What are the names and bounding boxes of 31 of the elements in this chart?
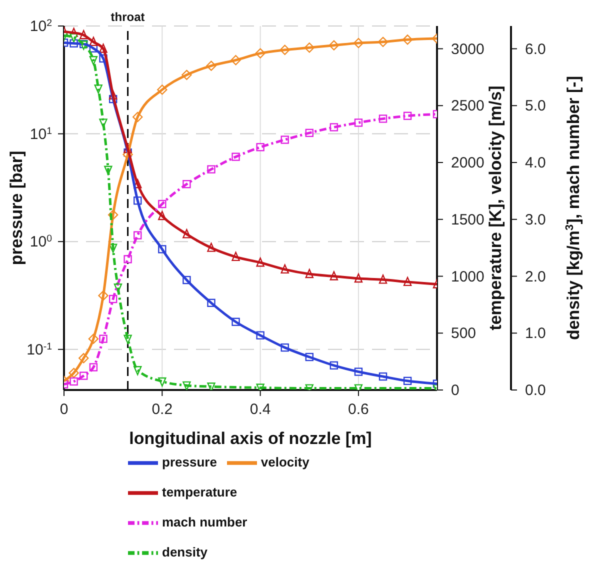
ref-line-label: throat: [110, 10, 145, 24]
y-tick-label: 10$^{-1}$: [26, 340, 52, 358]
y3-tick-label: 6.0: [525, 40, 546, 58]
x-tick-label: 0.2: [152, 401, 173, 418]
y2-tick-label: 1000: [451, 268, 484, 286]
legend-label: mach number: [162, 514, 248, 530]
y2-tick-label: 1500: [451, 211, 484, 228]
y2-tick-label: 500: [451, 325, 476, 342]
y3-tick-label: 2.0: [525, 268, 546, 286]
legend-label: density: [162, 544, 208, 560]
y3-tick-label: 5.0: [525, 98, 546, 115]
x-axis-title: longitudinal axis of nozzle [m]: [129, 429, 372, 448]
y2-tick-label: 2500: [451, 98, 484, 115]
y2-tick-label: 2000: [451, 154, 484, 172]
y3-tick-label: 1.0: [525, 325, 546, 342]
y-tick-label: 10$^{1}$: [30, 125, 52, 143]
x-tick-label: 0.6: [348, 401, 369, 418]
y-tick-label: 10$^{0}$: [30, 233, 53, 251]
legend-label: velocity: [260, 454, 310, 470]
legend-label: temperature: [162, 484, 238, 500]
y3-tick-label: 0.0: [525, 382, 546, 399]
legend-label: pressure: [162, 454, 217, 470]
y2-axis-title: temperature [K], velocity [m/s]: [486, 86, 505, 330]
x-tick-label: 0: [60, 401, 68, 418]
y-axis-title: pressure [bar]: [7, 150, 26, 266]
y3-tick-label: 4.0: [525, 154, 546, 172]
y3-tick-label: 3.0: [525, 211, 546, 228]
y2-tick-label: 0: [451, 382, 460, 399]
y2-tick-label: 3000: [451, 40, 484, 58]
x-tick-label: 0.4: [250, 401, 271, 418]
y-tick-label: 10$^{2}$: [30, 18, 52, 35]
